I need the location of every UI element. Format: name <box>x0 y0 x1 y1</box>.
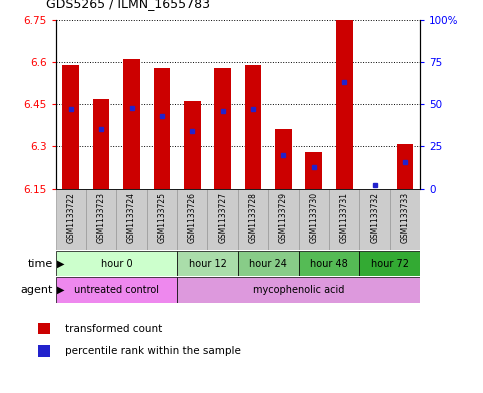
Text: GSM1133731: GSM1133731 <box>340 192 349 243</box>
Bar <box>56 189 86 250</box>
Bar <box>298 189 329 250</box>
Bar <box>359 189 390 250</box>
Bar <box>86 189 116 250</box>
Text: GSM1133732: GSM1133732 <box>370 192 379 243</box>
Text: GDS5265 / ILMN_1655783: GDS5265 / ILMN_1655783 <box>46 0 210 10</box>
Bar <box>177 251 238 276</box>
Bar <box>305 152 322 189</box>
Text: transformed count: transformed count <box>65 323 162 334</box>
Bar <box>397 143 413 189</box>
Bar <box>123 59 140 189</box>
Bar <box>238 189 268 250</box>
Bar <box>390 189 420 250</box>
Bar <box>329 189 359 250</box>
Bar <box>208 189 238 250</box>
Text: GSM1133729: GSM1133729 <box>279 192 288 243</box>
Bar <box>177 277 420 303</box>
Text: hour 0: hour 0 <box>100 259 132 268</box>
Text: time: time <box>28 259 53 268</box>
Bar <box>268 189 298 250</box>
Bar <box>177 189 208 250</box>
Text: GSM1133724: GSM1133724 <box>127 192 136 243</box>
Text: mycophenolic acid: mycophenolic acid <box>253 285 344 295</box>
Text: GSM1133730: GSM1133730 <box>309 192 318 243</box>
Text: GSM1133722: GSM1133722 <box>66 192 75 242</box>
Text: percentile rank within the sample: percentile rank within the sample <box>65 346 241 356</box>
Text: ▶: ▶ <box>57 259 64 268</box>
Text: ▶: ▶ <box>57 285 64 295</box>
Bar <box>147 189 177 250</box>
Bar <box>298 251 359 276</box>
Bar <box>56 251 177 276</box>
Bar <box>154 68 170 189</box>
Text: hour 72: hour 72 <box>371 259 409 268</box>
Text: GSM1133728: GSM1133728 <box>249 192 257 242</box>
Text: GSM1133727: GSM1133727 <box>218 192 227 243</box>
Bar <box>62 65 79 189</box>
Bar <box>336 20 353 189</box>
Text: hour 12: hour 12 <box>188 259 227 268</box>
Text: GSM1133725: GSM1133725 <box>157 192 167 243</box>
Text: hour 24: hour 24 <box>249 259 287 268</box>
Text: GSM1133733: GSM1133733 <box>400 192 410 243</box>
Text: GSM1133726: GSM1133726 <box>188 192 197 243</box>
Bar <box>93 99 110 189</box>
Bar <box>116 189 147 250</box>
Text: GSM1133723: GSM1133723 <box>97 192 106 243</box>
Bar <box>38 345 50 357</box>
Text: hour 48: hour 48 <box>310 259 348 268</box>
Text: agent: agent <box>21 285 53 295</box>
Bar <box>238 251 298 276</box>
Bar <box>184 101 200 189</box>
Bar <box>359 251 420 276</box>
Bar <box>245 65 261 189</box>
Bar <box>214 68 231 189</box>
Bar <box>56 277 177 303</box>
Bar <box>38 323 50 334</box>
Bar <box>275 129 292 189</box>
Text: untreated control: untreated control <box>74 285 159 295</box>
